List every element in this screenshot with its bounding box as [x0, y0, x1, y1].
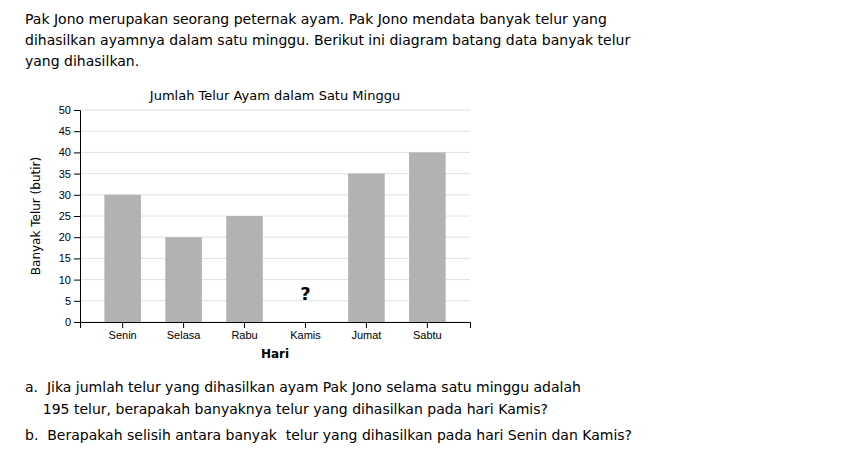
y-tick-label: 45	[59, 125, 71, 137]
x-axis-title: Hari	[261, 347, 289, 361]
y-tick-label: 5	[65, 295, 71, 307]
grid-line	[80, 110, 470, 111]
bar	[226, 216, 263, 322]
x-tick-mark	[244, 322, 245, 328]
y-tick-label: 20	[59, 231, 71, 243]
chart-title: Jumlah Telur Ayam dalam Satu Minggu	[149, 88, 400, 103]
x-tick-label: Selasa	[167, 329, 202, 341]
y-tick: 10	[59, 274, 80, 286]
y-tick-label: 10	[59, 274, 71, 286]
y-tick: 40	[59, 146, 80, 158]
y-tick-label: 50	[59, 104, 71, 116]
y-tick-label: 35	[59, 168, 71, 180]
y-tick-label: 15	[59, 252, 71, 264]
y-tick-mark	[74, 280, 80, 281]
x-tick-mark	[366, 322, 367, 328]
y-axis-title: Banyak Telur (butir)	[29, 157, 43, 275]
x-tick-mark	[122, 322, 123, 328]
x-tick-label: Rabu	[231, 329, 257, 341]
y-tick-mark	[74, 216, 80, 217]
y-tick: 45	[59, 125, 80, 137]
bar	[409, 152, 446, 322]
chart: ? Senin Selasa Rabu Kamis Jumat Sabtu 0 5 10 15 20 2…	[29, 88, 471, 361]
y-tick: 30	[59, 189, 80, 201]
grid-line	[80, 131, 470, 132]
y-tick: 15	[59, 252, 80, 264]
y-tick: 50	[59, 104, 80, 116]
question-line: 195 telur, berapakah banyaknya telur yan…	[25, 401, 548, 417]
paragraph-line: Pak Jono merupakan seorang peternak ayam…	[25, 11, 607, 27]
y-axis: 0 5 10 15 20 25 30 35 40 45 50	[59, 104, 81, 328]
paragraph-line: dihasilkan ayamnya dalam satu minggu. Be…	[25, 32, 630, 48]
y-tick: 5	[65, 295, 80, 307]
x-tick: Rabu	[231, 322, 257, 341]
x-axis-line	[81, 323, 471, 329]
y-tick: 35	[59, 168, 80, 180]
x-tick: Selasa	[167, 322, 202, 341]
grid	[80, 110, 470, 322]
y-tick-label: 40	[59, 146, 71, 158]
x-tick-mark	[427, 322, 428, 328]
bar	[104, 195, 141, 322]
x-tick-label: Kamis	[290, 329, 321, 341]
x-tick-label: Sabtu	[413, 329, 442, 341]
y-axis-line	[74, 111, 81, 323]
x-tick-label: Jumat	[351, 329, 381, 341]
y-tick-label: 30	[59, 189, 71, 201]
y-tick-mark	[74, 258, 80, 259]
y-tick: 20	[59, 231, 80, 243]
annotation: ?	[300, 283, 310, 304]
y-tick-mark	[74, 237, 80, 238]
y-tick-mark	[74, 152, 80, 153]
x-tick: Senin	[109, 322, 137, 341]
y-tick: 0	[65, 316, 80, 328]
y-tick-mark	[74, 174, 80, 175]
x-tick-mark	[183, 322, 184, 328]
bar	[165, 237, 202, 322]
y-tick-mark	[74, 195, 80, 196]
paragraph-line: yang dihasilkan.	[25, 53, 139, 69]
y-tick-label: 0	[65, 316, 71, 328]
x-tick: Jumat	[351, 322, 381, 341]
y-tick: 25	[59, 210, 80, 222]
x-tick: Kamis	[290, 322, 321, 341]
page: Pak Jono merupakan seorang peternak ayam…	[0, 0, 842, 472]
y-tick-label: 25	[59, 210, 71, 222]
x-tick-label: Senin	[109, 329, 137, 341]
bars	[104, 152, 445, 322]
y-tick-mark	[74, 131, 80, 132]
question-line: b. Berapakah selisih antara banyak telur…	[25, 427, 632, 443]
x-tick: Sabtu	[413, 322, 442, 341]
x-axis: Senin Selasa Rabu Kamis Jumat Sabtu	[81, 322, 471, 341]
y-tick-mark	[74, 110, 80, 111]
bar	[348, 174, 385, 322]
y-tick-mark	[74, 301, 80, 302]
x-tick-mark	[305, 322, 306, 328]
y-tick-mark	[74, 322, 80, 323]
question-line: a. Jika jumlah telur yang dihasilkan aya…	[25, 379, 581, 395]
